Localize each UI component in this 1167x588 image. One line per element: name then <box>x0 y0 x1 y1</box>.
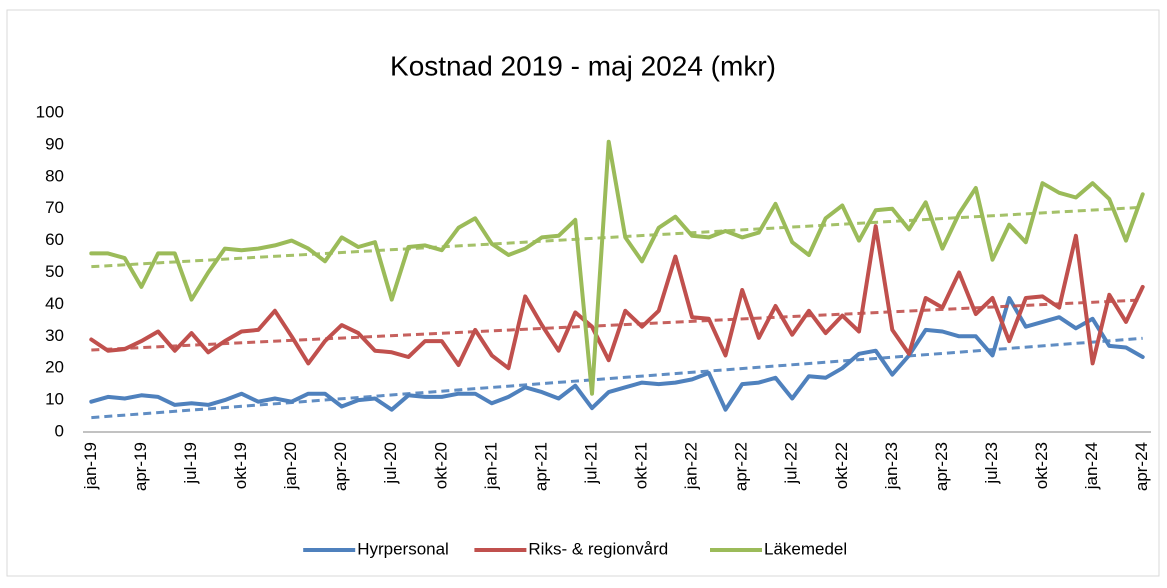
trend-line <box>91 298 1143 352</box>
x-tick-label: apr-21 <box>531 442 550 491</box>
chart-title: Kostnad 2019 - maj 2024 (mkr) <box>390 50 776 81</box>
x-tick-label: jul-19 <box>181 442 200 485</box>
x-tick-label: jan-21 <box>481 442 500 490</box>
y-tick-label: 10 <box>45 390 64 409</box>
series-line <box>89 296 1145 412</box>
x-tick-label: okt-23 <box>1032 442 1051 489</box>
y-tick-label: 70 <box>45 198 64 217</box>
y-tick-label: 20 <box>45 358 64 377</box>
y-tick-label: 30 <box>45 326 64 345</box>
x-tick-label: apr-19 <box>131 442 150 491</box>
y-tick-label: 90 <box>45 134 64 153</box>
x-tick-label: jul-22 <box>782 442 801 485</box>
x-tick-label: okt-19 <box>231 442 250 489</box>
x-tick-label: jan-23 <box>882 442 901 490</box>
x-tick-label: apr-22 <box>732 442 751 491</box>
y-tick-label: 60 <box>45 230 64 249</box>
legend-label: Läkemedel <box>764 539 847 558</box>
x-tick-label: jul-23 <box>982 442 1001 485</box>
y-tick-label: 0 <box>55 421 64 440</box>
trend-line <box>91 336 1143 420</box>
x-tick-label: jul-20 <box>381 442 400 485</box>
x-tick-label: okt-20 <box>431 442 450 489</box>
y-tick-label: 40 <box>45 294 64 313</box>
x-tick-label: jan-24 <box>1082 442 1101 490</box>
x-tick-label: jan-20 <box>281 442 300 490</box>
x-tick-label: jan-19 <box>81 442 100 490</box>
y-tick-label: 80 <box>45 166 64 185</box>
y-tick-label: 50 <box>45 262 64 281</box>
x-tick-label: apr-23 <box>932 442 951 491</box>
series-line <box>89 224 1145 371</box>
trend-line <box>91 205 1143 269</box>
y-tick-label: 100 <box>36 102 64 121</box>
legend-label: Hyrpersonal <box>357 539 449 558</box>
legend-label: Riks- & regionvård <box>528 539 668 558</box>
x-tick-label: okt-22 <box>832 442 851 489</box>
x-tick-label: apr-20 <box>331 442 350 491</box>
x-tick-label: jul-21 <box>581 442 600 485</box>
x-tick-label: jan-22 <box>682 442 701 490</box>
x-tick-label: apr-24 <box>1132 442 1151 491</box>
series-line <box>89 139 1145 396</box>
x-tick-label: okt-21 <box>632 442 651 489</box>
